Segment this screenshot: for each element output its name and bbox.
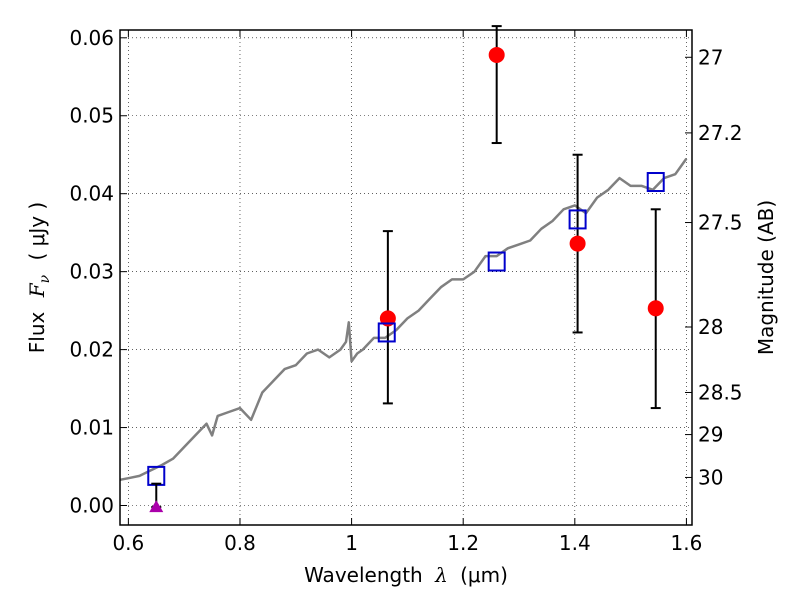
right-axis-label: Magnitude (AB) (754, 200, 778, 355)
photometry-point (647, 300, 664, 317)
x-tick-label: 0.6 (112, 531, 144, 555)
data-markers (147, 25, 665, 513)
y2-tick-label: 28.5 (698, 380, 743, 404)
y2-tick-label: 27.5 (698, 211, 743, 235)
model-flux-square (377, 322, 396, 343)
y-axis-label: Flux Fν ( μJy ) (25, 202, 54, 353)
y-tick-label: 0.00 (69, 494, 114, 518)
model-spectrum-line (119, 157, 688, 482)
photometry-point (569, 235, 586, 252)
y-tick-label: 0.03 (69, 260, 114, 284)
y2-tick-label: 30 (698, 465, 723, 489)
x-tick-label: 1.4 (559, 531, 591, 555)
y2-tick-label: 28 (698, 315, 723, 339)
x-tick-label: 1.6 (671, 531, 703, 555)
photometry-point (488, 46, 505, 63)
plot-frame (119, 29, 693, 526)
y-tick-label: 0.02 (69, 338, 114, 362)
y-tick-label: 0.01 (69, 416, 114, 440)
axis-ticks: 0.6 0.8 1 1.2 1.4 1.6 0.00 0.01 0.02 0.03 0.04 0.05… (69, 26, 742, 555)
y-tick-label: 0.04 (69, 182, 114, 206)
x-tick-label: 1.2 (447, 531, 479, 555)
model-spectrum-layer (119, 157, 688, 482)
y2-tick-label: 29 (698, 423, 723, 447)
grid-lines (120, 30, 692, 525)
y2-tick-label: 27 (698, 45, 723, 69)
x-tick-label: 0.8 (224, 531, 256, 555)
y-tick-label: 0.06 (69, 26, 114, 50)
x-axis-label: Wavelength λ (μm) (304, 563, 508, 587)
model-flux-square (646, 172, 665, 193)
model-flux-square (487, 251, 506, 272)
x-tick-label: 1 (345, 531, 358, 555)
y-tick-label: 0.05 (69, 104, 114, 128)
model-flux-square (568, 209, 587, 230)
y2-tick-label: 27.2 (698, 121, 743, 145)
upper-limit-triangle (149, 500, 164, 513)
photometry-point (379, 310, 396, 327)
